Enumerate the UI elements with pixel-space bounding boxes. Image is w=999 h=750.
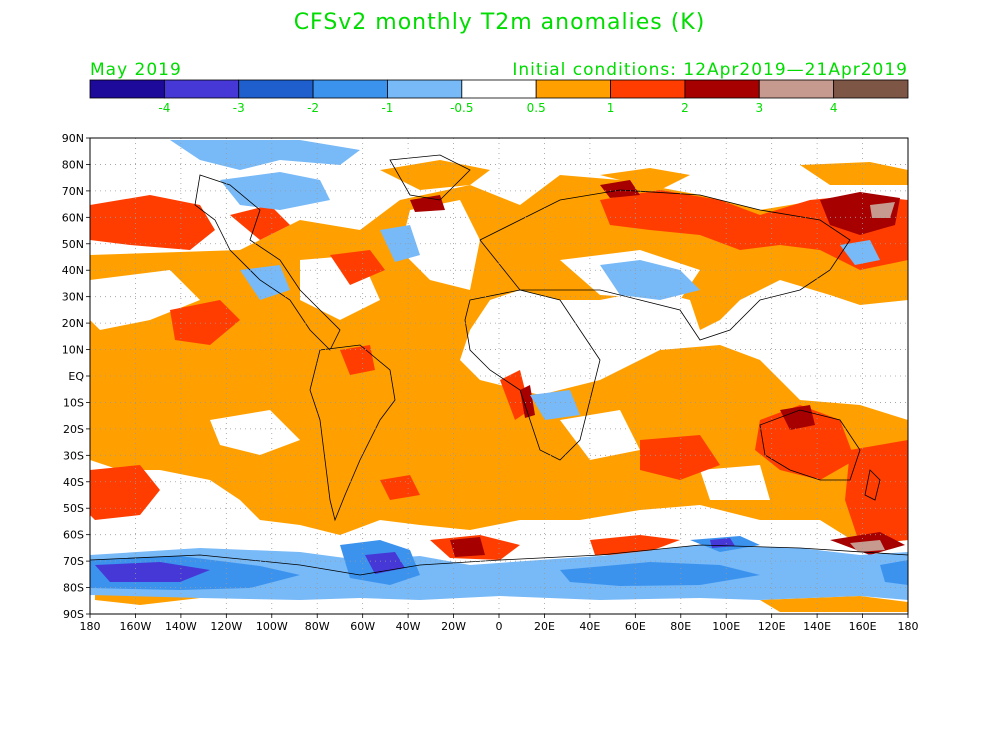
lat-tick-label: 90N xyxy=(62,132,84,145)
legend-label: 0.5 xyxy=(527,101,546,115)
lon-tick-label: 20W xyxy=(441,620,466,633)
initial-conditions: Initial conditions: 12Apr2019—21Apr2019 xyxy=(512,60,908,80)
lat-tick-label: 70S xyxy=(63,555,84,568)
legend-swatch xyxy=(684,79,760,99)
lon-tick-label: 60W xyxy=(350,620,375,633)
map-title: CFSv2 monthly T2m anomalies (K) xyxy=(293,10,706,35)
legend-label: 3 xyxy=(755,101,763,115)
lat-tick-label: 90S xyxy=(63,608,84,621)
lon-tick-label: 80W xyxy=(305,620,330,633)
lat-tick-label: 40N xyxy=(62,264,84,277)
lon-tick-label: 40E xyxy=(579,620,600,633)
lon-tick-label: 20E xyxy=(534,620,555,633)
lat-tick-label: 30N xyxy=(62,291,84,304)
lon-tick-label: 140W xyxy=(165,620,197,633)
legend-label: 4 xyxy=(830,101,838,115)
lat-tick-label: 80N xyxy=(62,158,84,171)
color-legend: -4 -3 -2 -1 -0.5 0.5 1 2 3 4 xyxy=(89,79,909,115)
lat-tick-label: 70N xyxy=(62,185,84,198)
lat-tick-label: 10N xyxy=(62,344,84,357)
legend-swatch xyxy=(833,79,909,99)
lon-tick-label: 180 xyxy=(898,620,919,633)
lon-tick-label: 80E xyxy=(670,620,691,633)
legend-swatch xyxy=(89,79,165,99)
lat-tick-label: 20S xyxy=(63,423,84,436)
longitude-axis: 180 160W 140W 120W 100W 80W 60W 40W 20W 0 20E 40E 60… xyxy=(80,614,919,633)
anomaly-2-to-3 xyxy=(410,180,905,557)
legend-swatch xyxy=(312,79,388,99)
lon-tick-label: 120E xyxy=(758,620,786,633)
lat-tick-label: 10S xyxy=(63,396,84,409)
lat-tick-label: 40S xyxy=(63,476,84,489)
lat-tick-label: 60S xyxy=(63,529,84,542)
lat-tick-label: 50N xyxy=(62,238,84,251)
legend-swatch xyxy=(461,79,537,99)
lat-tick-label: EQ xyxy=(68,370,84,383)
anomaly-neg-2-to-3 xyxy=(95,538,735,582)
lat-tick-label: 30S xyxy=(63,449,84,462)
lat-tick-label: 50S xyxy=(63,502,84,515)
legend-label: 2 xyxy=(681,101,689,115)
legend-label: 1 xyxy=(607,101,615,115)
legend-swatch xyxy=(238,79,314,99)
lon-tick-label: 100E xyxy=(712,620,740,633)
lon-tick-label: 60E xyxy=(625,620,646,633)
lon-tick-label: 100W xyxy=(256,620,288,633)
lon-tick-label: 140E xyxy=(803,620,831,633)
legend-label: -3 xyxy=(233,101,245,115)
lon-tick-label: 120W xyxy=(210,620,242,633)
anomaly-shading xyxy=(90,140,908,612)
coastlines xyxy=(90,154,908,576)
anomaly-neg-0p5-to-1 xyxy=(90,140,908,600)
legend-swatch xyxy=(610,79,686,99)
map-panel: 90N 80N 70N 60N 50N 40N 30N 20N 10N EQ 10S 20S 30S 40… xyxy=(62,132,919,633)
lon-tick-label: 160E xyxy=(849,620,877,633)
legend-swatch xyxy=(535,79,611,99)
legend-label: -2 xyxy=(307,101,319,115)
legend-label: -0.5 xyxy=(450,101,473,115)
latitude-axis: 90N 80N 70N 60N 50N 40N 30N 20N 10N EQ 10S 20S 30S 40… xyxy=(62,132,90,621)
legend-swatch xyxy=(758,79,835,99)
lat-tick-label: 60N xyxy=(62,211,84,224)
legend-label: -1 xyxy=(381,101,393,115)
lat-tick-label: 20N xyxy=(62,317,84,330)
lon-tick-label: 40W xyxy=(396,620,421,633)
lon-tick-label: 180 xyxy=(80,620,101,633)
legend-swatch xyxy=(163,79,240,99)
lon-tick-label: 160W xyxy=(120,620,152,633)
valid-month: May 2019 xyxy=(90,60,182,80)
anomaly-3-to-4 xyxy=(850,202,895,552)
legend-swatch xyxy=(387,79,463,99)
lon-tick-label: 0 xyxy=(496,620,503,633)
lat-tick-label: 80S xyxy=(63,582,84,595)
legend-label: -4 xyxy=(158,101,170,115)
